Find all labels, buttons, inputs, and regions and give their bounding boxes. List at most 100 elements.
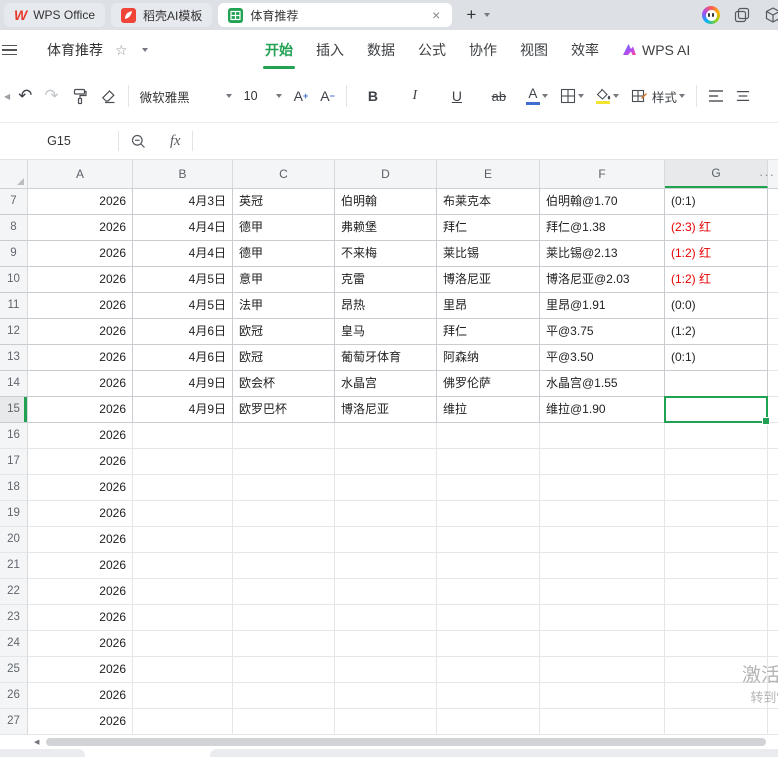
tab-sports-sheet[interactable]: 体育推荐 × xyxy=(218,3,453,27)
cell-partial[interactable] xyxy=(768,709,778,735)
cell-E14[interactable]: 佛罗伦萨 xyxy=(437,371,540,397)
cell-B9[interactable]: 4月4日 xyxy=(133,241,233,267)
cell-F15[interactable]: 维拉@1.90 xyxy=(540,397,665,423)
row-header-20[interactable]: 20 xyxy=(0,527,28,553)
row-header-13[interactable]: 13 xyxy=(0,345,28,371)
cell-E22[interactable] xyxy=(437,579,540,605)
cell-A16[interactable]: 2026 xyxy=(28,423,133,449)
cell-F18[interactable] xyxy=(540,475,665,501)
cell-F16[interactable] xyxy=(540,423,665,449)
cell-D9[interactable]: 不来梅 xyxy=(335,241,437,267)
tab-docer-ai[interactable]: 稻壳AI模板 xyxy=(111,3,213,27)
cell-F26[interactable] xyxy=(540,683,665,709)
row-header-25[interactable]: 25 xyxy=(0,657,28,683)
align-center-button[interactable] xyxy=(730,81,756,111)
cell-F21[interactable] xyxy=(540,553,665,579)
cell-E18[interactable] xyxy=(437,475,540,501)
cell-A17[interactable]: 2026 xyxy=(28,449,133,475)
cell-F11[interactable]: 里昂@1.91 xyxy=(540,293,665,319)
cell-E27[interactable] xyxy=(437,709,540,735)
row-header-16[interactable]: 16 xyxy=(0,423,28,449)
cell-G9[interactable]: (1:2) 红 xyxy=(665,241,768,267)
font-name-select[interactable]: 微软雅黑 xyxy=(134,82,238,110)
cell-B12[interactable]: 4月6日 xyxy=(133,319,233,345)
cell-F27[interactable] xyxy=(540,709,665,735)
cell-C12[interactable]: 欧冠 xyxy=(233,319,335,345)
cell-partial[interactable] xyxy=(768,683,778,709)
formula-input[interactable] xyxy=(193,123,778,159)
row-header-11[interactable]: 11 xyxy=(0,293,28,319)
cell-partial[interactable] xyxy=(768,553,778,579)
column-header-F[interactable]: F xyxy=(540,160,665,188)
cell-D26[interactable] xyxy=(335,683,437,709)
cell-B15[interactable]: 4月9日 xyxy=(133,397,233,423)
cell-G20[interactable] xyxy=(665,527,768,553)
cell-G13[interactable]: (0:1) xyxy=(665,345,768,371)
cell-E7[interactable]: 布莱克本 xyxy=(437,189,540,215)
italic-button[interactable]: I xyxy=(412,88,418,103)
cell-A15[interactable]: 2026 xyxy=(28,397,133,423)
cell-C15[interactable]: 欧罗巴杯 xyxy=(233,397,335,423)
column-header-G[interactable]: G xyxy=(665,160,768,188)
cell-A9[interactable]: 2026 xyxy=(28,241,133,267)
cell-F17[interactable] xyxy=(540,449,665,475)
cell-D16[interactable] xyxy=(335,423,437,449)
cell-B16[interactable] xyxy=(133,423,233,449)
font-size-select[interactable]: 10 xyxy=(238,82,288,110)
cell-B26[interactable] xyxy=(133,683,233,709)
cell-E11[interactable]: 里昂 xyxy=(437,293,540,319)
cell-B20[interactable] xyxy=(133,527,233,553)
cell-G25[interactable] xyxy=(665,657,768,683)
cell-B14[interactable]: 4月9日 xyxy=(133,371,233,397)
cell-C26[interactable] xyxy=(233,683,335,709)
cell-B13[interactable]: 4月6日 xyxy=(133,345,233,371)
menu-tab-wps-ai[interactable]: WPS AI xyxy=(620,38,692,62)
menu-tab-insert[interactable]: 插入 xyxy=(316,42,344,58)
cell-E19[interactable] xyxy=(437,501,540,527)
cell-partial[interactable] xyxy=(768,605,778,631)
cell-A8[interactable]: 2026 xyxy=(28,215,133,241)
cell-G27[interactable] xyxy=(665,709,768,735)
cell-E10[interactable]: 博洛尼亚 xyxy=(437,267,540,293)
row-header-8[interactable]: 8 xyxy=(0,215,28,241)
column-overflow-button[interactable]: ··· xyxy=(759,166,775,182)
cell-partial[interactable] xyxy=(768,579,778,605)
cell-A14[interactable]: 2026 xyxy=(28,371,133,397)
name-box[interactable]: G15 xyxy=(47,134,71,148)
row-header-12[interactable]: 12 xyxy=(0,319,28,345)
column-header-D[interactable]: D xyxy=(335,160,437,188)
cell-B24[interactable] xyxy=(133,631,233,657)
cell-D23[interactable] xyxy=(335,605,437,631)
cell-G22[interactable] xyxy=(665,579,768,605)
cell-F19[interactable] xyxy=(540,501,665,527)
cell-A10[interactable]: 2026 xyxy=(28,267,133,293)
undo-button[interactable]: ↶ xyxy=(18,86,33,105)
cell-F14[interactable]: 水晶宫@1.55 xyxy=(540,371,665,397)
cell-F7[interactable]: 伯明翰@1.70 xyxy=(540,189,665,215)
new-tab-button[interactable]: + xyxy=(466,5,477,24)
align-left-button[interactable] xyxy=(702,81,730,111)
cell-G8[interactable]: (2:3) 红 xyxy=(665,215,768,241)
tab-wps-office[interactable]: W WPS Office xyxy=(4,3,106,27)
cell-C14[interactable]: 欧会杯 xyxy=(233,371,335,397)
cell-F13[interactable]: 平@3.50 xyxy=(540,345,665,371)
cell-C10[interactable]: 意甲 xyxy=(233,267,335,293)
cell-A7[interactable]: 2026 xyxy=(28,189,133,215)
cell-G23[interactable] xyxy=(665,605,768,631)
cell-G18[interactable] xyxy=(665,475,768,501)
cell-A24[interactable]: 2026 xyxy=(28,631,133,657)
cell-F24[interactable] xyxy=(540,631,665,657)
cell-C9[interactable]: 德甲 xyxy=(233,241,335,267)
cell-partial[interactable] xyxy=(768,293,778,319)
format-painter-button[interactable] xyxy=(65,81,94,111)
cell-partial[interactable] xyxy=(768,267,778,293)
select-all-corner[interactable] xyxy=(0,160,28,188)
cell-E12[interactable]: 拜仁 xyxy=(437,319,540,345)
cell-A20[interactable]: 2026 xyxy=(28,527,133,553)
cell-B23[interactable] xyxy=(133,605,233,631)
cell-partial[interactable] xyxy=(768,657,778,683)
cell-E17[interactable] xyxy=(437,449,540,475)
cell-G14[interactable] xyxy=(665,371,768,397)
cell-E9[interactable]: 莱比锡 xyxy=(437,241,540,267)
cell-G19[interactable] xyxy=(665,501,768,527)
